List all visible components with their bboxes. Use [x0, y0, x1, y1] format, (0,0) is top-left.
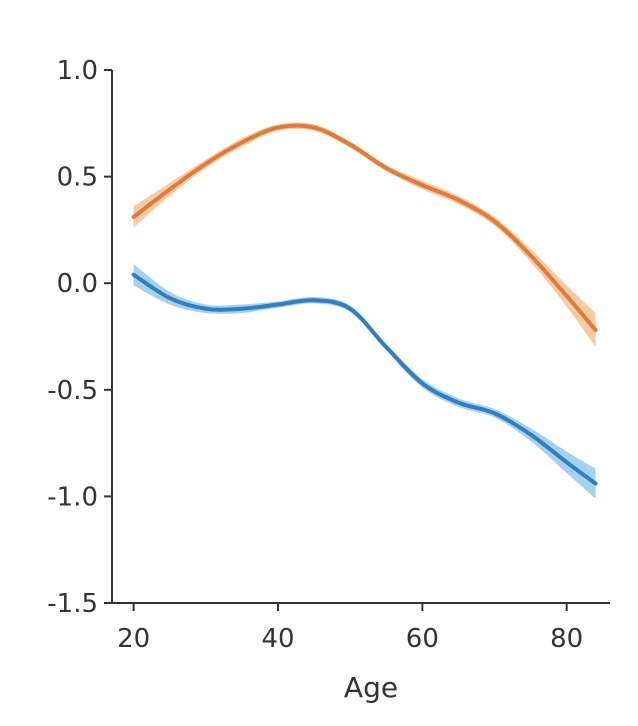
y-tick-label: -1.0 [47, 482, 98, 512]
series-2-band [133, 264, 596, 499]
x-tick-label: 20 [117, 624, 150, 654]
series-1-line [131, 123, 598, 333]
series-2-line [131, 272, 598, 486]
y-tick-label: 1.0 [57, 56, 98, 86]
x-axis-label: Age [344, 671, 398, 704]
y-tick-label: 0.0 [57, 269, 98, 299]
y-ticks: 1.0 0.5 0.0 -0.5 -1.0 -1.5 [47, 56, 112, 619]
x-tick-label: 40 [261, 624, 294, 654]
confidence-bands [133, 122, 596, 499]
x-tick-label: 60 [406, 624, 439, 654]
y-tick-label: -0.5 [47, 376, 98, 406]
x-ticks: 20 40 60 80 [117, 603, 583, 654]
y-tick-label: 0.5 [57, 163, 98, 193]
series-lines [131, 123, 598, 486]
x-tick-label: 80 [550, 624, 583, 654]
y-tick-label: -1.5 [47, 589, 98, 619]
